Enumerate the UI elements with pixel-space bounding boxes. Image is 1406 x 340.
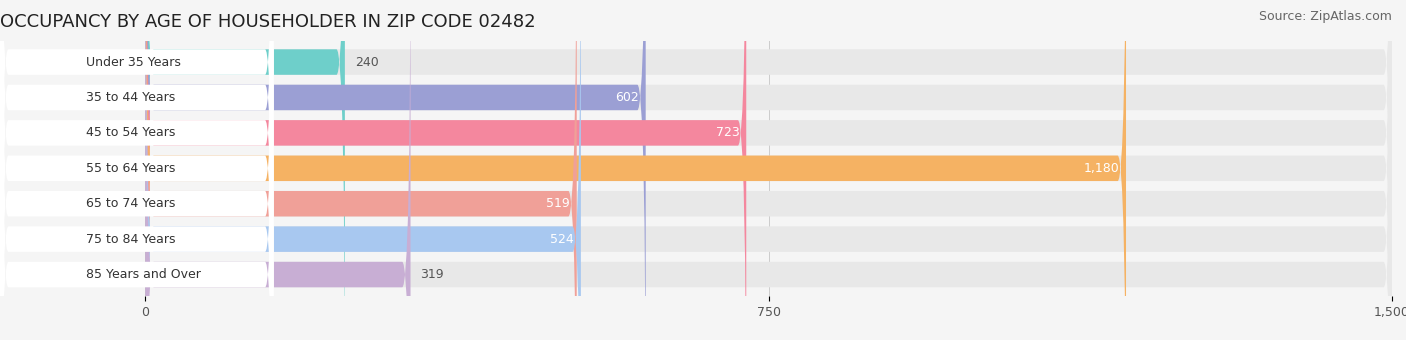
FancyBboxPatch shape [145,0,581,340]
FancyBboxPatch shape [0,0,273,340]
FancyBboxPatch shape [145,0,1392,340]
FancyBboxPatch shape [0,0,273,340]
Text: OCCUPANCY BY AGE OF HOUSEHOLDER IN ZIP CODE 02482: OCCUPANCY BY AGE OF HOUSEHOLDER IN ZIP C… [0,13,536,31]
Text: 85 Years and Over: 85 Years and Over [86,268,201,281]
Text: 519: 519 [547,197,569,210]
FancyBboxPatch shape [145,0,1392,340]
Text: 524: 524 [551,233,574,245]
Text: 55 to 64 Years: 55 to 64 Years [86,162,174,175]
FancyBboxPatch shape [145,0,576,340]
FancyBboxPatch shape [145,0,411,340]
Text: 1,180: 1,180 [1084,162,1119,175]
FancyBboxPatch shape [145,0,1392,340]
FancyBboxPatch shape [0,0,273,340]
Text: Under 35 Years: Under 35 Years [86,55,180,69]
FancyBboxPatch shape [145,0,747,340]
FancyBboxPatch shape [145,0,1392,340]
FancyBboxPatch shape [145,0,1392,340]
Text: 35 to 44 Years: 35 to 44 Years [86,91,174,104]
Text: 319: 319 [420,268,444,281]
FancyBboxPatch shape [0,0,273,340]
Text: 65 to 74 Years: 65 to 74 Years [86,197,174,210]
FancyBboxPatch shape [0,0,273,340]
Text: 240: 240 [354,55,378,69]
FancyBboxPatch shape [145,0,344,340]
Text: 602: 602 [616,91,640,104]
FancyBboxPatch shape [145,0,645,340]
FancyBboxPatch shape [145,0,1392,340]
FancyBboxPatch shape [0,0,273,340]
FancyBboxPatch shape [0,0,273,340]
Text: 75 to 84 Years: 75 to 84 Years [86,233,174,245]
Text: Source: ZipAtlas.com: Source: ZipAtlas.com [1258,10,1392,23]
FancyBboxPatch shape [145,0,1392,340]
Text: 723: 723 [716,126,740,139]
Text: 45 to 54 Years: 45 to 54 Years [86,126,174,139]
FancyBboxPatch shape [145,0,1126,340]
